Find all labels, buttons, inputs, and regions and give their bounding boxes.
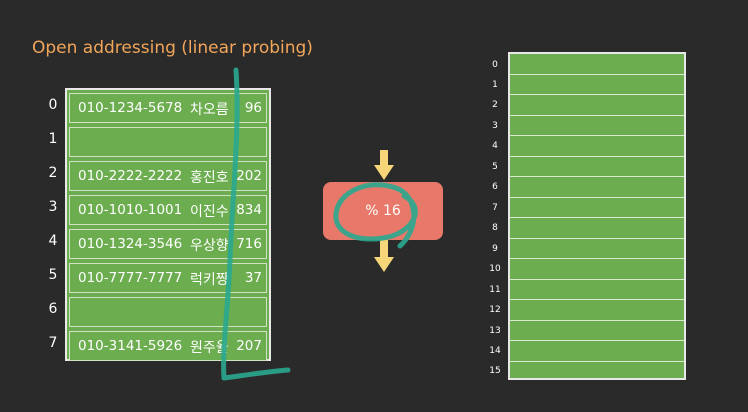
hash-bucket — [510, 54, 684, 75]
left-row-index: 2 — [48, 165, 58, 181]
arrow-down-icon — [374, 240, 394, 272]
table-row: 010-1010-1001 이진수 834 — [69, 195, 267, 225]
right-row-index: 14 — [489, 346, 501, 356]
person-name: 우상향 — [190, 238, 229, 254]
table-row: 010-1234-5678 차오름 96 — [69, 93, 267, 123]
right-row-index: 10 — [489, 264, 501, 274]
person-name: 차오름 — [190, 102, 229, 118]
right-row-index: 4 — [492, 141, 498, 151]
value-number: 207 — [236, 338, 262, 354]
hash-bucket — [510, 321, 684, 341]
hash-bucket — [510, 157, 684, 177]
value-number: 202 — [236, 168, 262, 184]
person-name: 럭키짱 — [190, 272, 229, 288]
left-row-index: 1 — [48, 131, 58, 147]
hash-bucket — [510, 280, 684, 300]
right-row-index: 2 — [492, 100, 498, 110]
phone-number: 010-1324-3546 — [78, 236, 183, 252]
left-row-index: 0 — [48, 97, 58, 113]
left-row-index: 5 — [48, 267, 58, 283]
hash-bucket — [510, 341, 684, 362]
left-row-index: 4 — [48, 233, 58, 249]
phone-number: 010-3141-5926 — [78, 338, 183, 354]
right-row-index: 5 — [492, 162, 498, 172]
right-row-index: 7 — [492, 203, 498, 213]
hash-bucket — [510, 75, 684, 95]
person-name: 원주율 — [190, 340, 229, 356]
right-row-index: 3 — [492, 121, 498, 131]
left-row-index: 6 — [48, 301, 58, 317]
value-number: 716 — [236, 236, 262, 252]
hash-bucket — [510, 116, 684, 136]
hash-bucket — [510, 95, 684, 116]
value-number: 37 — [244, 270, 262, 286]
hash-table — [508, 52, 686, 380]
left-row-index: 7 — [48, 335, 58, 351]
hash-bucket — [510, 177, 684, 198]
right-row-index: 0 — [492, 60, 498, 70]
hash-bucket — [510, 136, 684, 157]
table-row — [69, 297, 267, 327]
phone-number: 010-2222-2222 — [78, 168, 183, 184]
table-row: 010-3141-5926 원주율 207 — [69, 331, 267, 361]
right-row-index: 15 — [489, 366, 501, 376]
hash-bucket — [510, 218, 684, 239]
hash-bucket — [510, 259, 684, 280]
right-row-index: 12 — [489, 305, 501, 315]
hash-bucket — [510, 198, 684, 218]
hash-bucket — [510, 239, 684, 259]
value-number: 96 — [244, 100, 262, 116]
table-row: 010-1324-3546 우상향 716 — [69, 229, 267, 259]
diagram-title: Open addressing (linear probing) — [32, 38, 313, 58]
right-row-index: 11 — [489, 285, 501, 295]
arrow-down-icon — [374, 150, 394, 180]
left-row-index: 3 — [48, 199, 58, 215]
hash-bucket — [510, 300, 684, 321]
right-row-index: 13 — [489, 326, 501, 336]
person-name: 홍진호 — [190, 170, 229, 186]
right-row-index: 9 — [492, 244, 498, 254]
person-name: 이진수 — [190, 204, 229, 220]
right-row-index: 1 — [492, 80, 498, 90]
table-row: 010-7777-7777 럭키짱 37 — [69, 263, 267, 293]
phone-number: 010-1234-5678 — [78, 100, 183, 116]
value-number: 834 — [236, 202, 262, 218]
phone-number: 010-7777-7777 — [78, 270, 183, 286]
hash-function-label: % 16 — [365, 203, 401, 219]
right-row-index: 8 — [492, 223, 498, 233]
right-row-index: 6 — [492, 182, 498, 192]
phone-number: 010-1010-1001 — [78, 202, 183, 218]
